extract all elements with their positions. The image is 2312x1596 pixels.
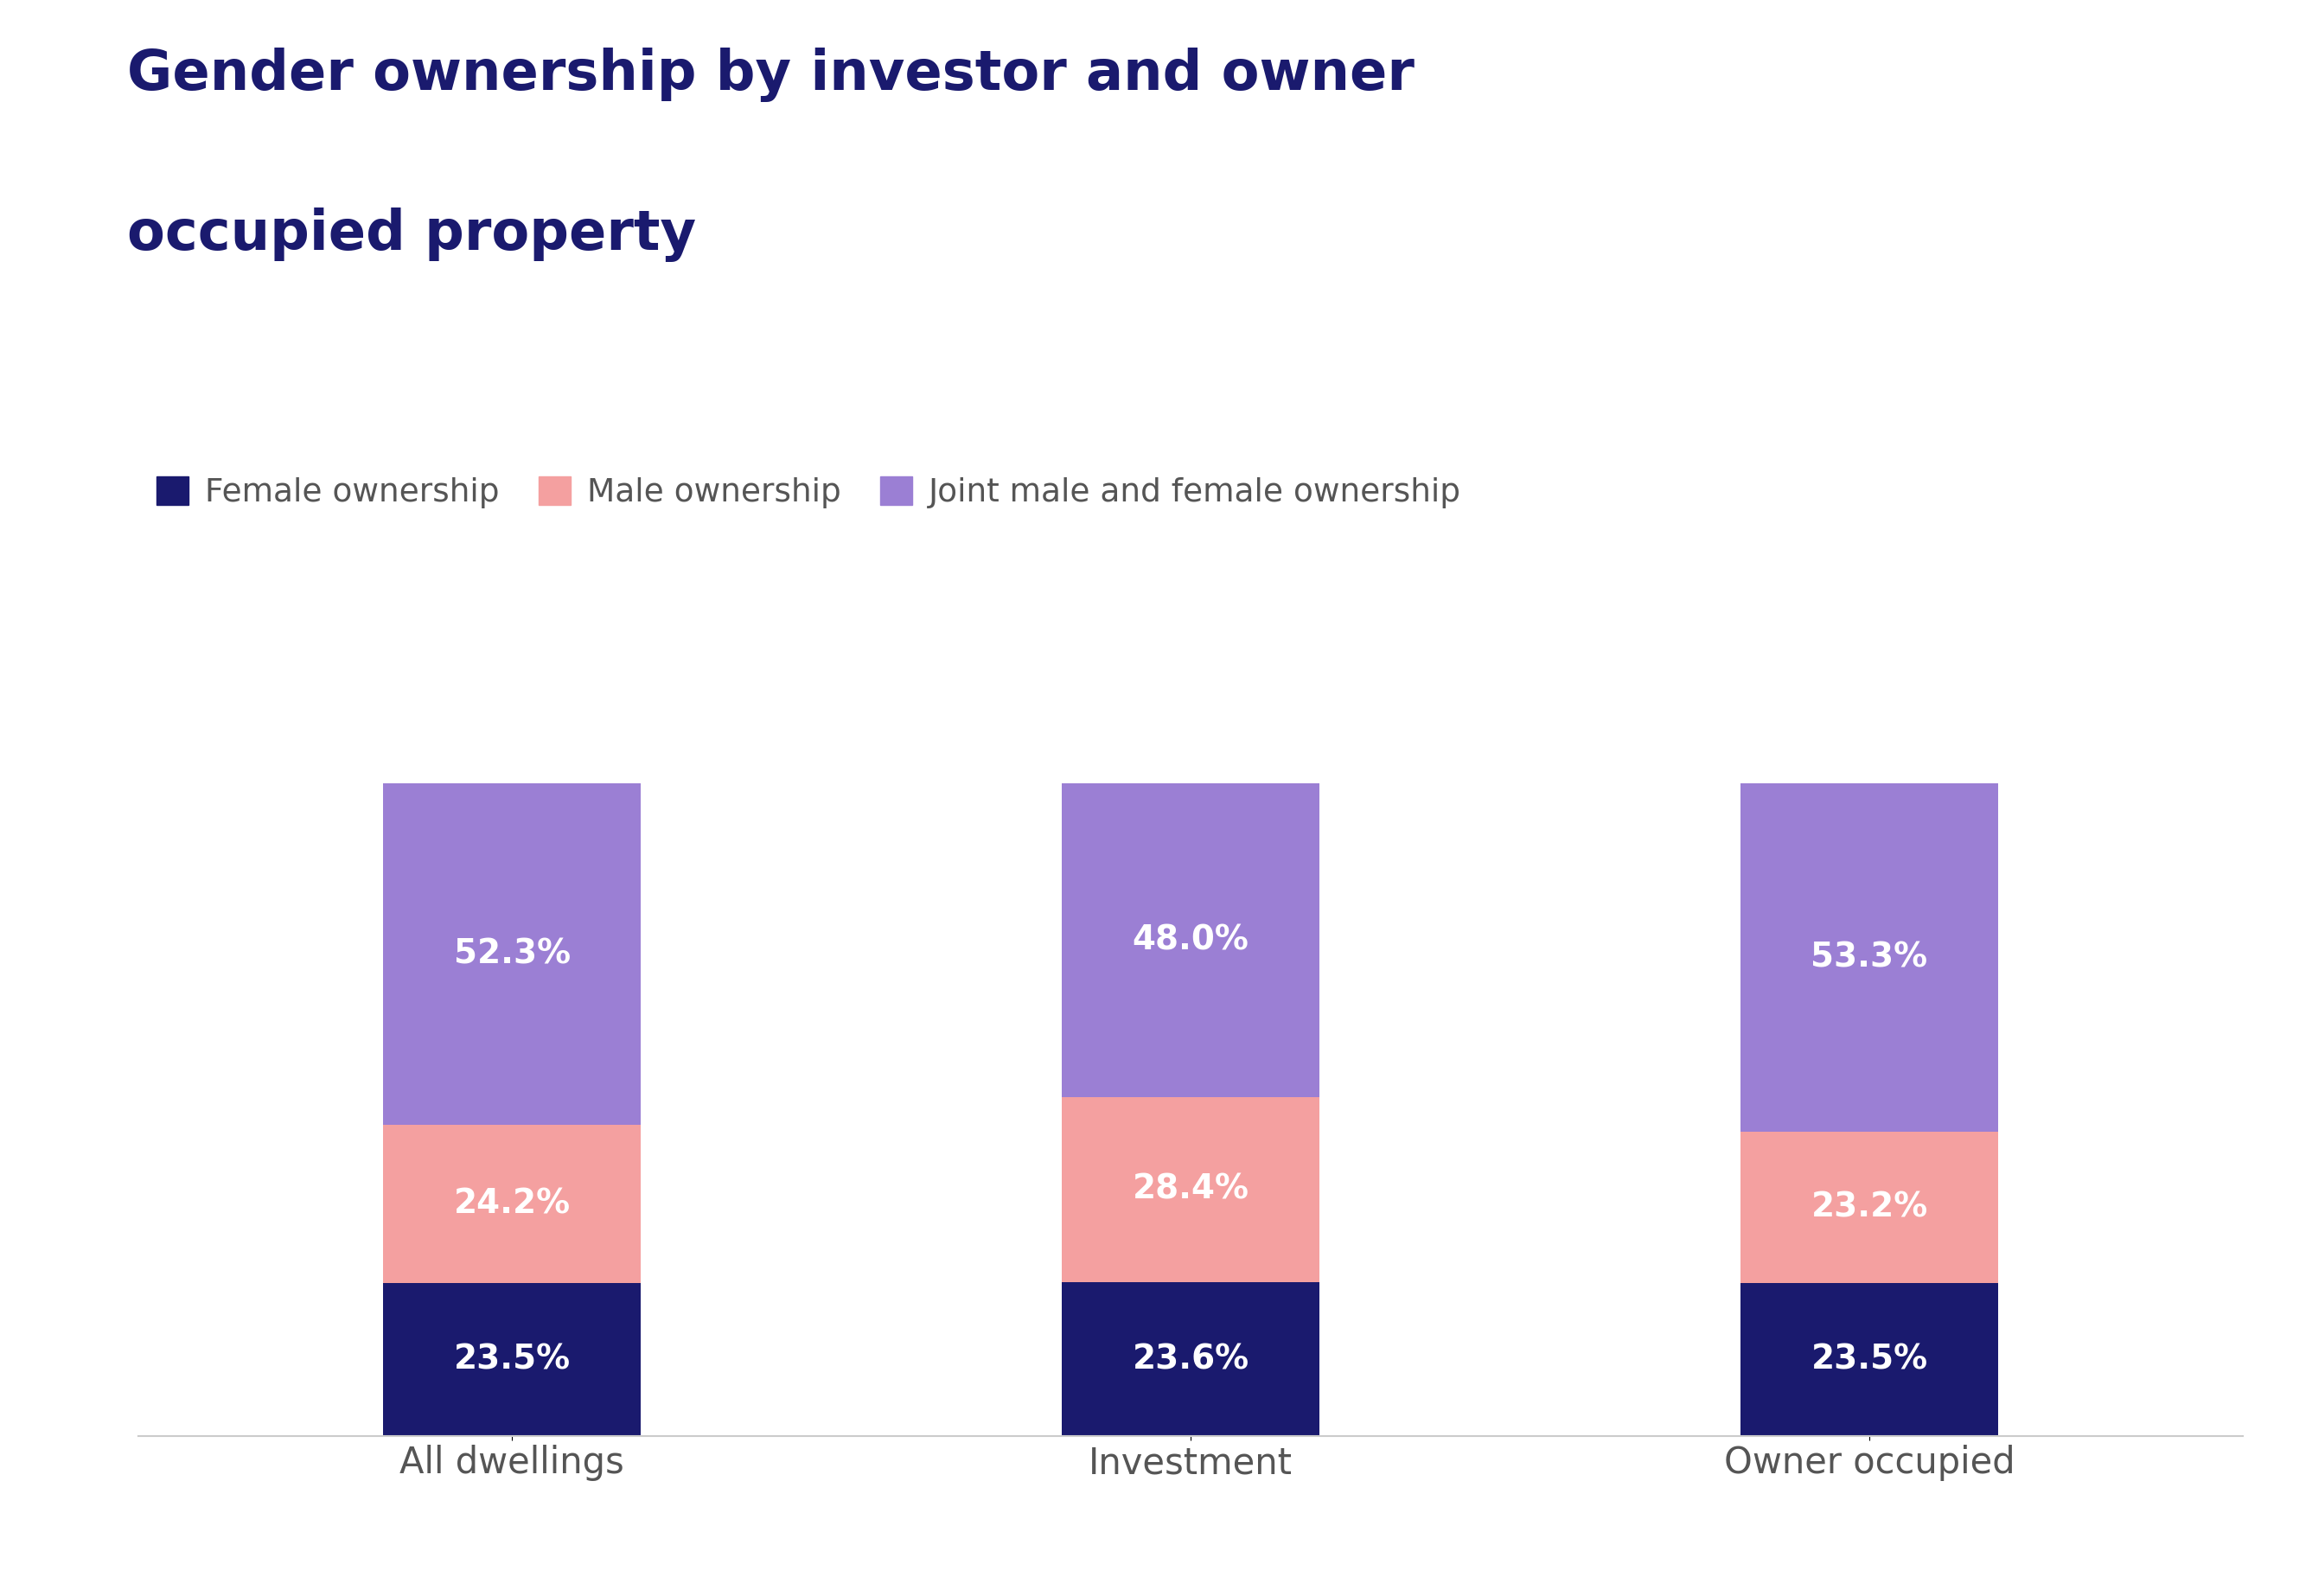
Bar	[384, 1125, 640, 1283]
Bar	[1061, 1096, 1320, 1282]
Bar	[384, 784, 640, 1125]
Bar	[1741, 784, 1998, 1132]
Legend: Female ownership, Male ownership, Joint male and female ownership: Female ownership, Male ownership, Joint …	[143, 463, 1475, 522]
Text: 52.3%: 52.3%	[453, 938, 571, 970]
Text: 23.5%: 23.5%	[453, 1344, 571, 1376]
Text: 48.0%: 48.0%	[1133, 924, 1248, 956]
Bar	[384, 1283, 640, 1436]
Bar	[1061, 1282, 1320, 1436]
Bar	[1741, 1132, 1998, 1283]
Text: 23.2%: 23.2%	[1810, 1191, 1928, 1224]
Text: occupied property: occupied property	[127, 207, 696, 262]
Text: 23.5%: 23.5%	[1810, 1344, 1928, 1376]
Text: Gender ownership by investor and owner: Gender ownership by investor and owner	[127, 48, 1415, 102]
Bar	[1741, 1283, 1998, 1436]
Text: 23.6%: 23.6%	[1133, 1342, 1248, 1376]
Text: 28.4%: 28.4%	[1133, 1173, 1248, 1207]
Text: 24.2%: 24.2%	[453, 1187, 571, 1221]
Text: 53.3%: 53.3%	[1810, 942, 1928, 974]
Bar	[1061, 784, 1320, 1096]
